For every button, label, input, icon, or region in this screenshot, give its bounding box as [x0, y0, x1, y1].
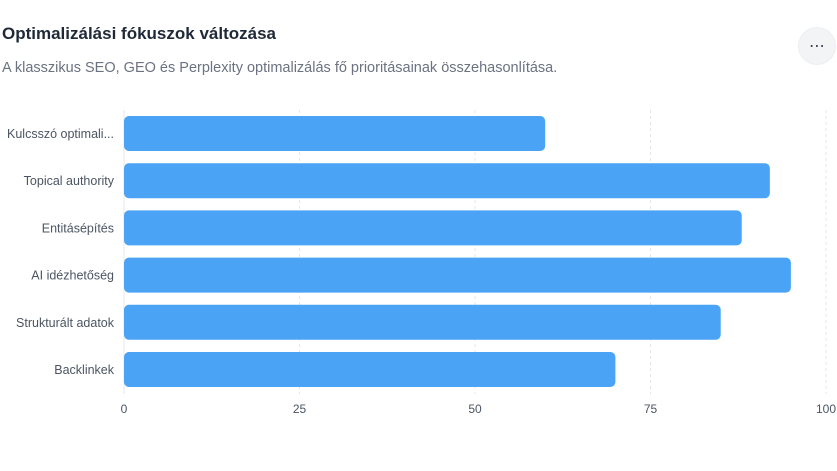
more-options-button[interactable]: ⋯ [798, 27, 836, 65]
bar[interactable] [124, 210, 742, 246]
bar[interactable] [124, 257, 791, 293]
more-horizontal-icon: ⋯ [809, 38, 825, 55]
category-label: Backlinkek [54, 363, 114, 377]
category-label: Kulcsszó optimali... [7, 127, 114, 141]
x-tick-label: 100 [816, 402, 836, 416]
x-tick-label: 0 [121, 402, 128, 416]
x-tick-label: 75 [644, 402, 658, 416]
chart-title: Optimalizálási fókuszok változása [2, 24, 276, 43]
bar[interactable] [124, 116, 546, 151]
x-tick-label: 25 [293, 402, 307, 416]
chart-subtitle: A klasszikus SEO, GEO és Perplexity opti… [2, 60, 558, 76]
bar[interactable] [124, 352, 616, 387]
bar[interactable] [124, 163, 770, 199]
category-label: AI idézhetőség [31, 269, 114, 283]
category-label: Topical authority [24, 174, 115, 188]
x-tick-label: 50 [468, 402, 482, 416]
bar[interactable] [124, 304, 721, 340]
category-label: Entitásépítés [42, 221, 114, 235]
category-label: Strukturált adatok [16, 316, 115, 330]
